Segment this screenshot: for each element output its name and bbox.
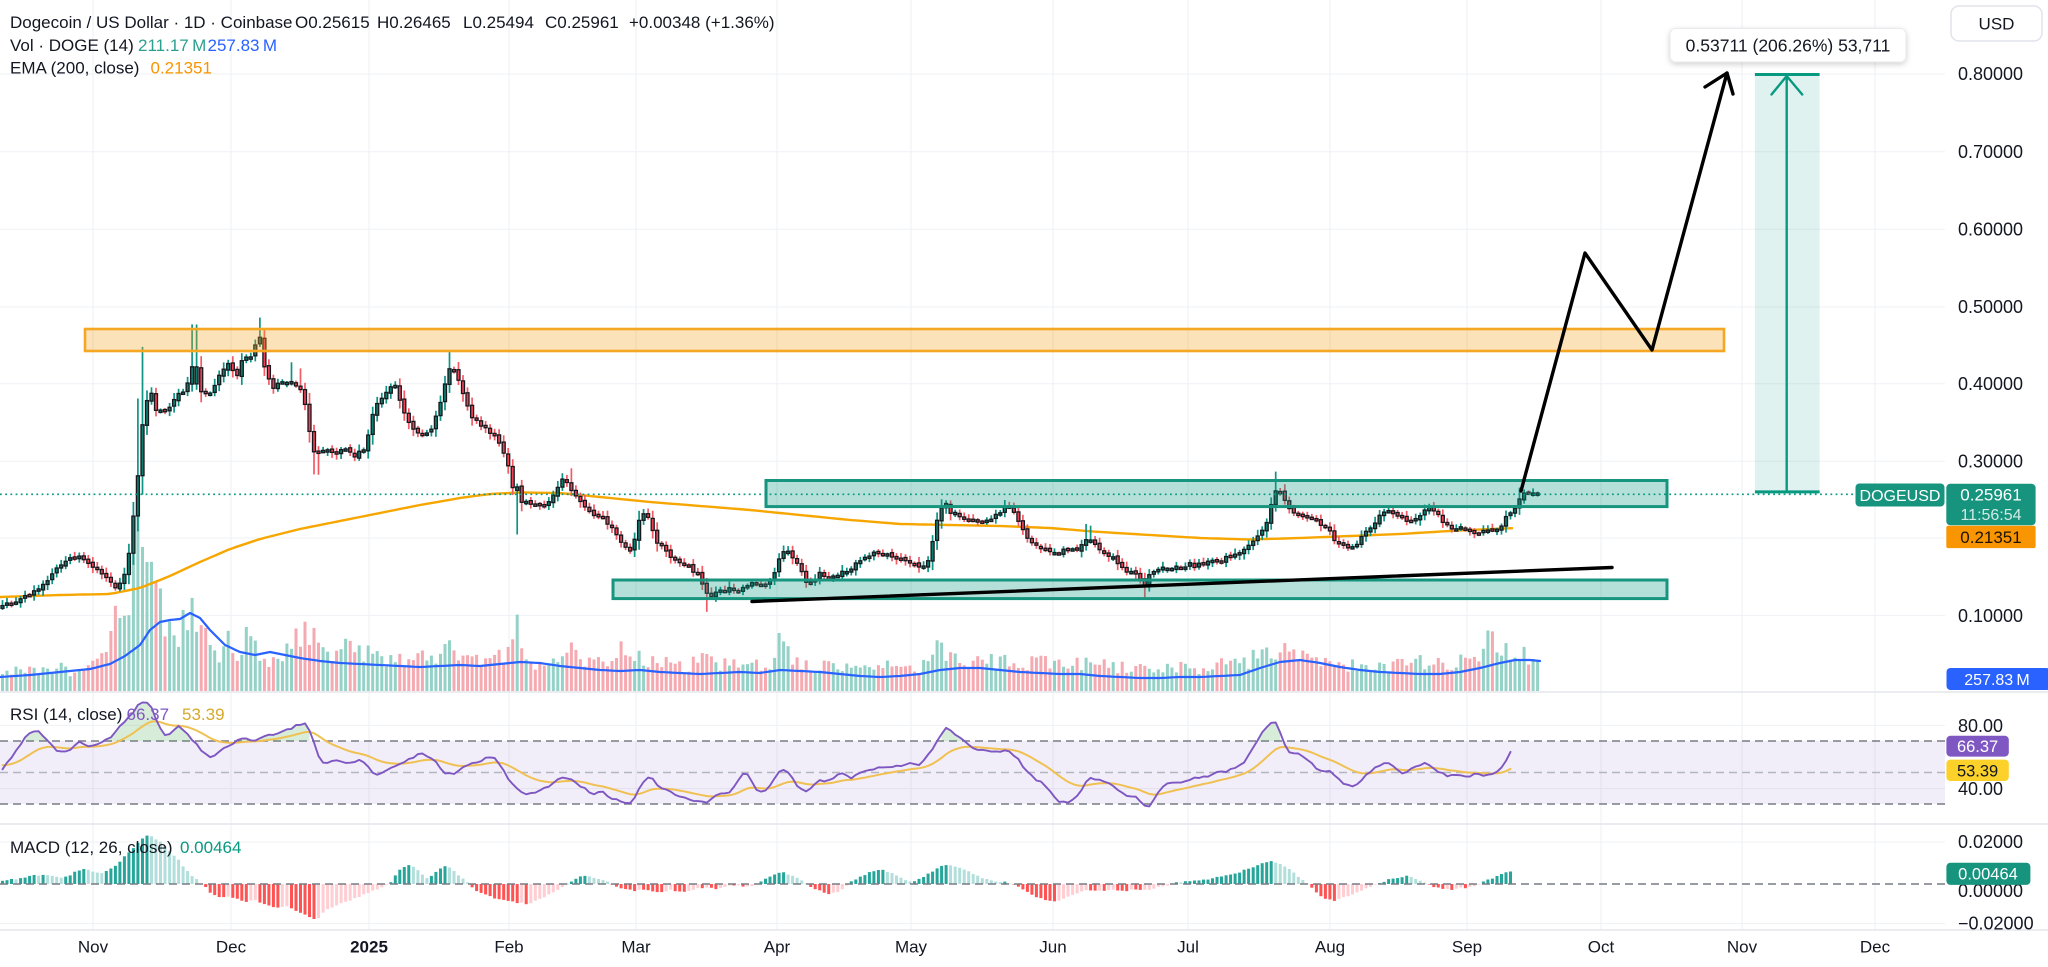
svg-text:−0.02000: −0.02000 bbox=[1958, 914, 2034, 934]
svg-text:Mar: Mar bbox=[621, 938, 651, 957]
svg-text:+0.00348 (+1.36%): +0.00348 (+1.36%) bbox=[629, 13, 775, 32]
svg-text:Jul: Jul bbox=[1177, 938, 1199, 957]
svg-text:Apr: Apr bbox=[764, 938, 791, 957]
svg-text:0.00000: 0.00000 bbox=[1958, 881, 2023, 901]
svg-text:Dec: Dec bbox=[216, 938, 247, 957]
svg-text:66.37: 66.37 bbox=[127, 705, 170, 724]
svg-text:0.60000: 0.60000 bbox=[1958, 220, 2023, 240]
svg-text:40.00: 40.00 bbox=[1958, 779, 2003, 799]
svg-text:H0.26465: H0.26465 bbox=[377, 13, 451, 32]
svg-text:0.21351: 0.21351 bbox=[1960, 528, 2021, 547]
svg-text:May: May bbox=[895, 938, 928, 957]
svg-text:Jun: Jun bbox=[1039, 938, 1066, 957]
svg-text:0.00464: 0.00464 bbox=[1958, 866, 2018, 884]
svg-text:Dec: Dec bbox=[1860, 938, 1891, 957]
svg-text:0.53711 (206.26%) 53,711: 0.53711 (206.26%) 53,711 bbox=[1686, 36, 1891, 56]
svg-text:L0.25494: L0.25494 bbox=[463, 13, 534, 32]
svg-text:0.50000: 0.50000 bbox=[1958, 297, 2023, 317]
svg-text:11:56:54: 11:56:54 bbox=[1960, 507, 2021, 524]
svg-text:257.83 M: 257.83 M bbox=[208, 36, 278, 55]
svg-text:Aug: Aug bbox=[1315, 938, 1345, 957]
svg-text:0.30000: 0.30000 bbox=[1958, 452, 2023, 472]
svg-text:0.80000: 0.80000 bbox=[1958, 64, 2023, 84]
svg-text:O0.25615: O0.25615 bbox=[295, 13, 370, 32]
svg-text:Feb: Feb bbox=[494, 938, 523, 957]
svg-text:0.40000: 0.40000 bbox=[1958, 374, 2023, 394]
svg-text:Sep: Sep bbox=[1452, 938, 1482, 957]
svg-text:EMA (200, close): EMA (200, close) bbox=[10, 59, 139, 78]
svg-text:RSI (14, close): RSI (14, close) bbox=[10, 705, 122, 724]
svg-text:Dogecoin / US Dollar · 1D · Co: Dogecoin / US Dollar · 1D · Coinbase bbox=[10, 13, 293, 32]
svg-text:53.39: 53.39 bbox=[1957, 762, 1998, 780]
svg-text:Oct: Oct bbox=[1588, 938, 1615, 957]
svg-text:0.21351: 0.21351 bbox=[151, 59, 212, 78]
svg-text:0.70000: 0.70000 bbox=[1958, 142, 2023, 162]
svg-text:DOGEUSD: DOGEUSD bbox=[1860, 488, 1941, 505]
svg-text:80.00: 80.00 bbox=[1958, 716, 2003, 736]
svg-text:0.00464: 0.00464 bbox=[180, 838, 241, 857]
svg-text:53.39: 53.39 bbox=[182, 705, 225, 724]
svg-text:66.37: 66.37 bbox=[1957, 738, 1998, 756]
svg-text:Nov: Nov bbox=[78, 938, 109, 957]
svg-text:0.25961: 0.25961 bbox=[1960, 486, 2021, 505]
svg-text:257.83 M: 257.83 M bbox=[1964, 672, 2029, 689]
svg-text:Nov: Nov bbox=[1727, 938, 1758, 957]
svg-text:MACD (12, 26, close): MACD (12, 26, close) bbox=[10, 838, 173, 857]
svg-text:2025: 2025 bbox=[350, 938, 388, 957]
svg-text:C0.25961: C0.25961 bbox=[545, 13, 619, 32]
svg-text:211.17 M: 211.17 M bbox=[138, 36, 206, 55]
svg-text:0.02000: 0.02000 bbox=[1958, 832, 2023, 852]
svg-text:USD: USD bbox=[1979, 15, 2015, 34]
svg-text:Vol · DOGE (14): Vol · DOGE (14) bbox=[10, 36, 134, 55]
svg-text:0.10000: 0.10000 bbox=[1958, 606, 2023, 626]
